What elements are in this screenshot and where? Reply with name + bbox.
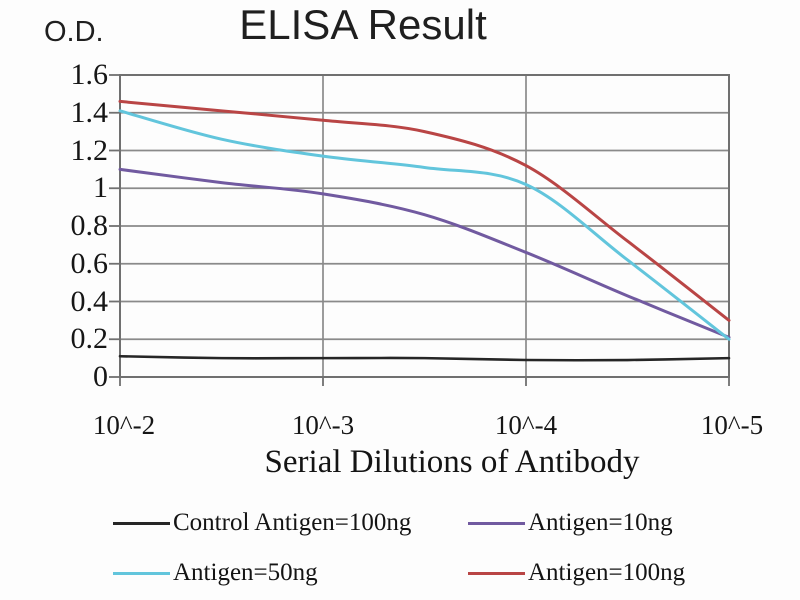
legend-swatch-control-antigen-100ng [113, 521, 170, 525]
legend-label-antigen-10ng: Antigen=10ng [528, 509, 673, 536]
y-tick-label-1.4: 1.4 [70, 95, 109, 129]
legend-swatch-antigen-50ng [113, 571, 170, 575]
y-axis-unit-label: O.D. [44, 16, 104, 48]
chart-title: ELISA Result [239, 1, 487, 48]
legend-label-antigen-100ng: Antigen=100ng [528, 559, 686, 586]
x-axis-title: Serial Dilutions of Antibody [264, 444, 640, 480]
legend-swatch-antigen-10ng [468, 521, 525, 525]
y-tick-label-0: 0 [93, 360, 108, 393]
legend-item-antigen-50ng: Antigen=50ng [113, 558, 318, 588]
legend-label-control-antigen-100ng: Control Antigen=100ng [173, 509, 412, 536]
y-tick-label-1.2: 1.2 [70, 133, 109, 167]
y-tick-label-0.6: 0.6 [70, 246, 109, 280]
legend-swatch-antigen-100ng [468, 571, 525, 575]
x-tick-label-10-2: 10^-2 [92, 410, 156, 440]
x-tick-label-10-3: 10^-3 [291, 410, 355, 440]
series-line-antigen-50ng [118, 109, 731, 341]
legend-item-antigen-100ng: Antigen=100ng [468, 558, 685, 588]
series-line-antigen-100ng [118, 99, 731, 322]
x-tick-label-10-5: 10^-5 [700, 410, 764, 440]
y-tick-label-0.2: 0.2 [70, 322, 109, 356]
legend-label-antigen-50ng: Antigen=50ng [173, 559, 318, 586]
y-tick-label-1: 1 [93, 171, 108, 205]
y-tick-label-0.8: 0.8 [70, 209, 109, 242]
legend-item-control-antigen-100ng: Control Antigen=100ng [113, 508, 411, 538]
series-line-control-antigen-100ng [118, 354, 731, 362]
y-tick-label-0.4: 0.4 [70, 284, 109, 318]
x-tick-label-10-4: 10^-4 [494, 410, 558, 440]
series-line-antigen-10ng [118, 167, 731, 339]
y-tick-label-1.6: 1.6 [70, 58, 109, 91]
legend-item-antigen-10ng: Antigen=10ng [468, 508, 673, 538]
